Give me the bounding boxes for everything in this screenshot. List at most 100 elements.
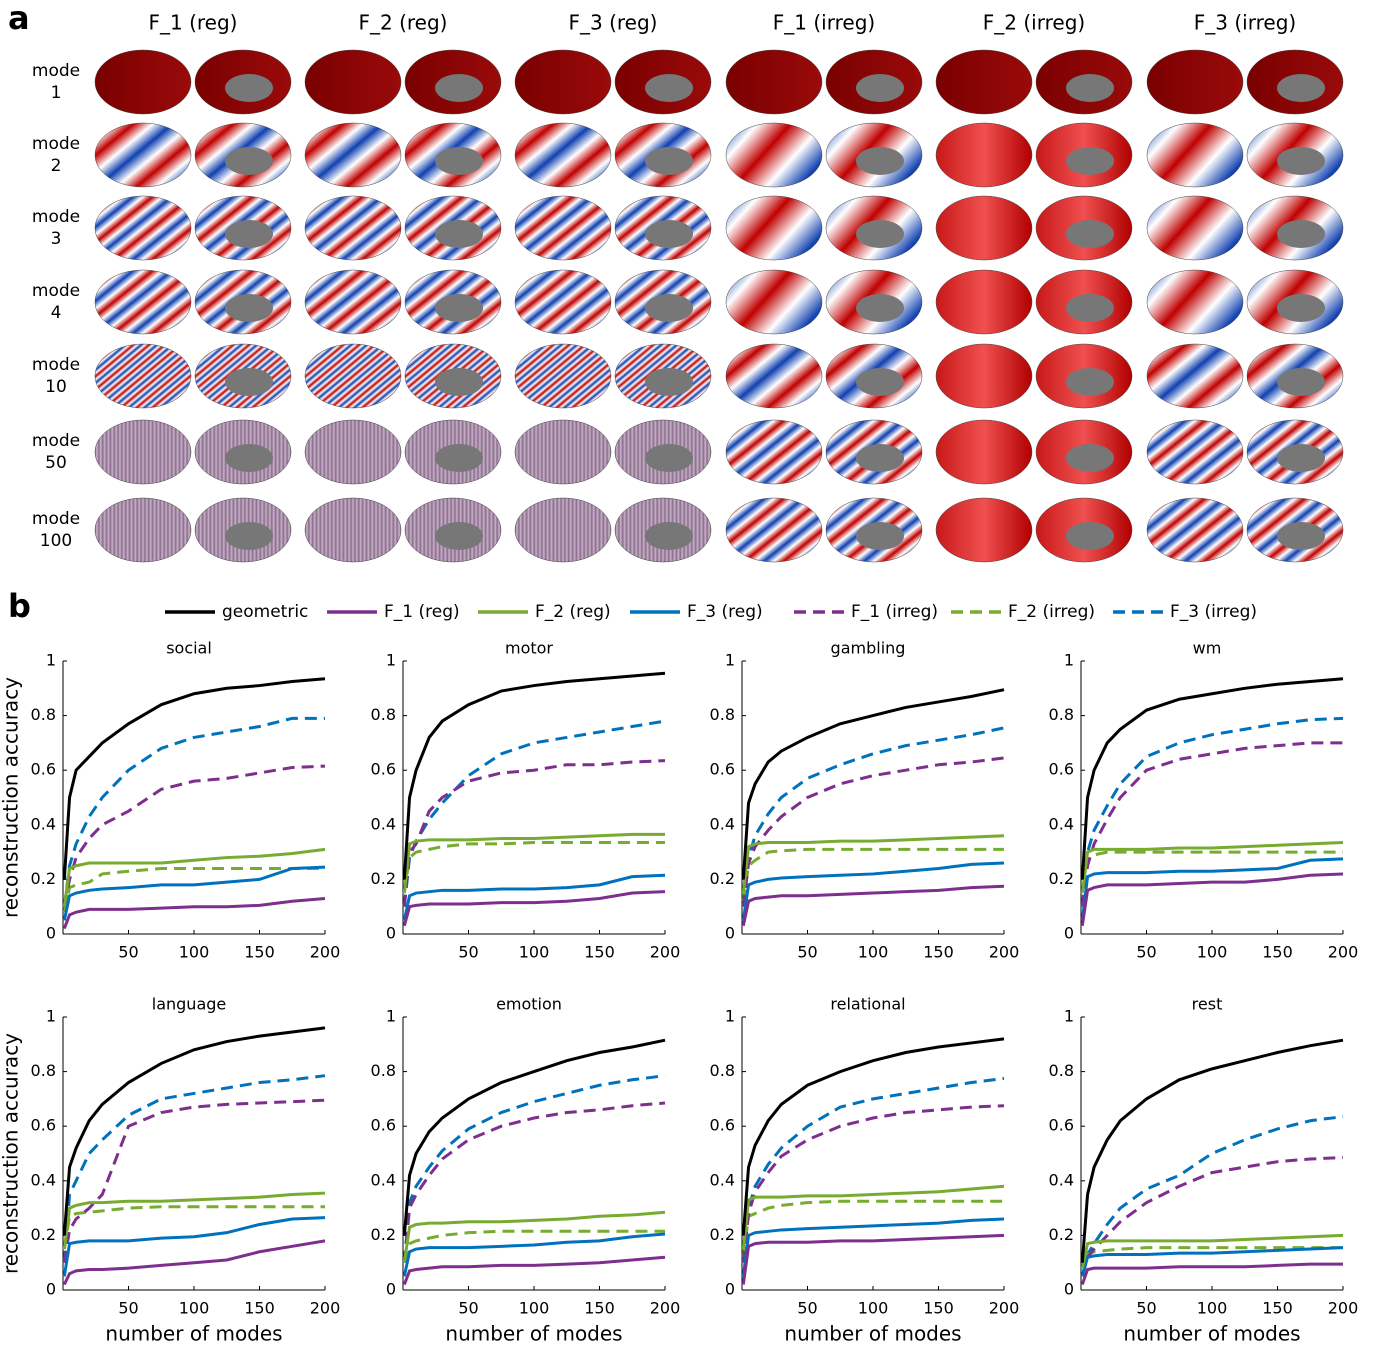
x-axis-label: number of modes [784, 1322, 961, 1346]
brain-medial-wall [645, 522, 693, 550]
brain-surface [304, 195, 402, 261]
legend-label: F_1 (irreg) [851, 602, 938, 622]
y-tick-label: 1 [725, 651, 735, 670]
brain-surface [514, 343, 612, 409]
series-line [62, 764, 326, 907]
y-tick-label: 1 [46, 1007, 56, 1026]
y-tick-label: 1 [386, 651, 396, 670]
y-tick-label: 0.4 [1049, 814, 1074, 833]
x-axis-label: number of modes [105, 1322, 282, 1346]
x-tick-label: 200 [310, 1299, 341, 1318]
y-tick-label: 0.8 [710, 705, 735, 724]
brain-medial-wall [435, 444, 483, 472]
series-line [1080, 1246, 1344, 1277]
brain-medial-wall [1277, 220, 1325, 248]
row-label: mode [32, 207, 80, 227]
brain-surface [1146, 195, 1244, 261]
row-label: mode [32, 134, 80, 154]
y-axis-label: reconstruction accuracy [0, 1033, 23, 1274]
y-tick-label: 1 [725, 1007, 735, 1026]
x-tick-label: 150 [584, 1299, 615, 1318]
y-tick-label: 0 [1064, 924, 1074, 943]
brain-medial-wall [645, 74, 693, 102]
y-tick-label: 0.6 [710, 760, 735, 779]
x-tick-label: 200 [1328, 943, 1359, 962]
series-line [741, 847, 1004, 902]
row-label: mode [32, 509, 80, 529]
brain-surface [304, 269, 402, 335]
series-line [741, 1037, 1005, 1236]
legend-label: F_1 (reg) [384, 602, 460, 622]
brain-medial-wall [856, 444, 904, 472]
brain-surface [725, 419, 823, 485]
y-tick-label: 0.8 [710, 1061, 735, 1080]
series-line [1080, 841, 1344, 894]
x-tick-label: 200 [1328, 1299, 1359, 1318]
brain-surface [304, 497, 402, 563]
brain-medial-wall [1066, 368, 1114, 396]
brain-surface [304, 343, 402, 409]
brain-medial-wall [435, 368, 483, 396]
chart-title: social [166, 639, 212, 658]
brain-medial-wall [1066, 522, 1114, 550]
x-tick-label: 150 [1262, 1299, 1293, 1318]
row-label: mode [32, 431, 80, 451]
brain-medial-wall [856, 294, 904, 322]
column-header: F_2 (reg) [359, 11, 448, 35]
series-line [62, 847, 326, 907]
y-tick-label: 0.6 [31, 1116, 56, 1135]
series-line [1080, 857, 1344, 921]
y-tick-label: 0.6 [371, 1116, 396, 1135]
row-label: 2 [51, 156, 62, 176]
y-tick-label: 1 [1064, 1007, 1074, 1026]
x-tick-label: 200 [650, 943, 681, 962]
column-header: F_2 (irreg) [983, 11, 1085, 35]
series-line [402, 1229, 665, 1264]
legend-label: geometric [222, 602, 308, 622]
series-line [62, 1191, 326, 1250]
series-line [741, 726, 1005, 907]
x-tick-label: 50 [118, 1299, 138, 1318]
brain-medial-wall [1277, 74, 1325, 102]
y-tick-label: 0.2 [710, 1225, 735, 1244]
brain-medial-wall [225, 368, 273, 396]
brain-surface [94, 343, 192, 409]
series-line [402, 671, 666, 880]
brain-surface [935, 419, 1033, 485]
brain-medial-wall [856, 220, 904, 248]
y-tick-label: 0.6 [31, 760, 56, 779]
series-line [62, 1026, 326, 1236]
x-tick-label: 150 [244, 1299, 275, 1318]
series-line [1080, 872, 1344, 927]
x-tick-label: 50 [1136, 1299, 1156, 1318]
brain-surface [304, 122, 402, 188]
y-tick-label: 0 [46, 1280, 56, 1299]
brain-surface [304, 49, 402, 115]
brain-medial-wall [1066, 220, 1114, 248]
series-line [1080, 850, 1343, 907]
column-header: F_3 (reg) [569, 11, 658, 35]
row-label: 4 [51, 303, 62, 323]
brain-surface [94, 122, 192, 188]
brain-medial-wall [435, 522, 483, 550]
brain-surface [94, 497, 192, 563]
x-tick-label: 100 [1197, 943, 1228, 962]
chart-title: gambling [831, 639, 906, 658]
series-line [1080, 716, 1344, 907]
brain-medial-wall [435, 74, 483, 102]
chart-title: rest [1192, 995, 1223, 1014]
series-line [741, 1184, 1005, 1250]
series-line [402, 1101, 666, 1263]
series-line [62, 1074, 326, 1263]
x-tick-label: 50 [458, 1299, 478, 1318]
x-tick-label: 50 [1136, 943, 1156, 962]
x-tick-label: 100 [519, 1299, 550, 1318]
y-tick-label: 0.6 [371, 760, 396, 779]
series-line [741, 1217, 1005, 1277]
x-tick-label: 100 [179, 1299, 210, 1318]
y-tick-label: 0.6 [710, 1116, 735, 1135]
brain-medial-wall [645, 220, 693, 248]
brain-medial-wall [435, 294, 483, 322]
series-line [62, 677, 326, 880]
